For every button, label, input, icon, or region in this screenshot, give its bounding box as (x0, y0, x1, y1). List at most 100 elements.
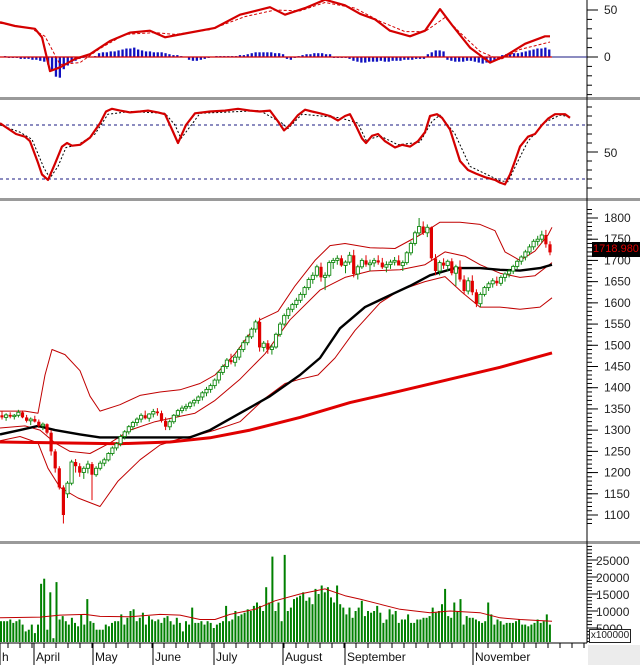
candle-body (433, 258, 438, 271)
candle-body (81, 467, 86, 473)
volume-bar (379, 612, 382, 642)
macd-histogram-bar (422, 57, 426, 59)
volume-bar (302, 592, 305, 642)
candle-body (126, 426, 131, 433)
volume-bar (422, 617, 425, 642)
macd-histogram-bar (352, 57, 355, 61)
bb-upper-line (0, 221, 553, 414)
candle-body (69, 461, 74, 484)
candle-body (49, 432, 53, 452)
volume-bar (521, 624, 524, 642)
candle-body (74, 462, 78, 467)
volume-bar (394, 611, 397, 642)
macd-histogram-bar (140, 50, 144, 57)
volume-bar (188, 624, 191, 642)
macd-histogram-bar (43, 57, 46, 62)
volume-bar (21, 624, 24, 642)
volume-bar (397, 622, 400, 642)
candle-body (57, 468, 61, 488)
price-panel (0, 218, 553, 524)
volume-bar (465, 616, 468, 642)
candle-body (25, 417, 29, 421)
macd-histogram-bar (407, 57, 410, 60)
macd-axis-label-50: 50 (604, 3, 618, 17)
macd-histogram-bar (524, 51, 527, 57)
macd-signal-line (0, 2, 551, 65)
volume-bar (518, 619, 521, 642)
macd-histogram-bar (473, 57, 476, 62)
candle-body (114, 443, 119, 449)
candle-body (16, 411, 21, 416)
volume-bar (545, 614, 548, 642)
candle-body (200, 392, 205, 398)
volume-bar (360, 600, 363, 642)
volume-bar (548, 624, 551, 642)
macd-histogram-bar (176, 55, 179, 57)
volume-bar (154, 621, 157, 642)
macd-histogram-bar (379, 57, 382, 61)
volume-bar (363, 616, 366, 642)
macd-histogram-bar (199, 57, 202, 60)
volume-bar (533, 622, 536, 642)
macd-histogram-bar (133, 47, 136, 57)
candle-body (130, 422, 135, 428)
volume-bar (231, 619, 234, 642)
volume-bar (86, 599, 89, 642)
candle-body (384, 264, 389, 268)
price-axis-label: 1100 (604, 508, 630, 522)
candle-body (122, 431, 127, 437)
candle-body (408, 243, 413, 254)
candle-body (323, 274, 328, 278)
candle-body (442, 262, 446, 266)
price-axis-label: 1500 (604, 338, 631, 352)
candle-body (306, 279, 311, 289)
candle-body (98, 462, 103, 469)
macd-histogram-bar (462, 57, 465, 62)
candle-body (229, 360, 233, 363)
macd-histogram-bar (246, 54, 249, 57)
volume-bar (52, 638, 55, 642)
volume-bar (70, 617, 73, 642)
volume-bar (33, 633, 36, 642)
volume-bar (508, 622, 511, 642)
volume-bar (296, 597, 298, 642)
macd-histogram-bar (454, 57, 457, 62)
panel-separators (0, 97, 640, 544)
candle-body (310, 274, 315, 280)
volume-bar (447, 616, 450, 642)
volume-bar (132, 609, 135, 642)
volume-bar (61, 616, 64, 642)
macd-histogram-bar (19, 57, 22, 59)
macd-histogram-bar (35, 57, 38, 60)
macd-histogram-bar (415, 57, 418, 59)
candle-body (258, 321, 262, 348)
candle-body (110, 447, 115, 454)
macd-histogram-bar (458, 57, 461, 62)
volume-bar (237, 616, 240, 642)
candle-body (4, 414, 9, 418)
volume-bar (144, 624, 147, 642)
macd-histogram-bar (274, 53, 277, 57)
macd-histogram-bar (305, 54, 308, 57)
volume-bar (527, 626, 530, 642)
volume-bar (459, 599, 462, 642)
volume-bar (218, 622, 221, 642)
candle-body (359, 259, 364, 268)
candle-body (445, 260, 450, 266)
volume-bar (178, 622, 181, 642)
macd-histogram-bar (62, 57, 65, 70)
volume-bar (474, 619, 477, 642)
macd-histogram-bar (411, 57, 414, 60)
volume-bar (413, 622, 416, 642)
last-price-tag: 1718.980 (592, 242, 640, 257)
volume-bar (407, 614, 410, 642)
volume-bar (24, 631, 27, 642)
volume-bar (441, 604, 443, 642)
stochastic-panel (0, 107, 587, 186)
volume-bar (141, 612, 144, 642)
candle-body (400, 262, 405, 267)
candle-body (498, 276, 503, 284)
macd-histogram-bar (27, 57, 30, 59)
volume-bar (49, 592, 52, 642)
candle-body (0, 415, 4, 418)
